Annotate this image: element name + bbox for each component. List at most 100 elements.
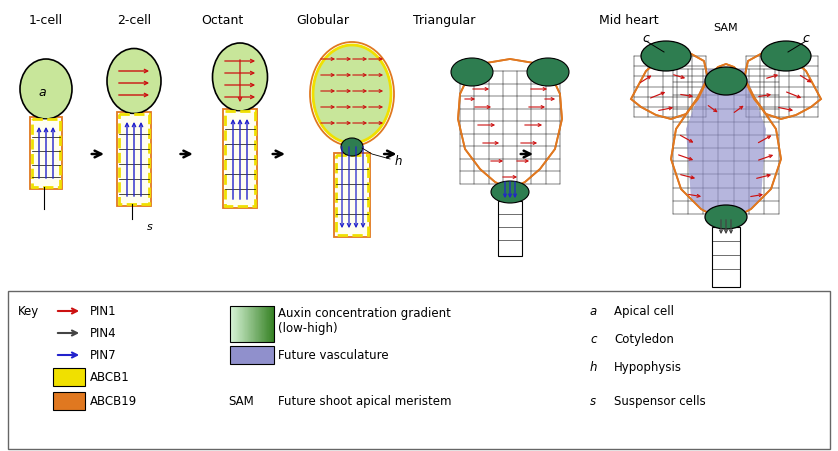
Bar (241, 306, 242, 342)
Ellipse shape (761, 42, 811, 72)
Bar (273, 306, 274, 342)
Bar (232, 306, 233, 342)
Bar (263, 306, 265, 342)
Text: Octant: Octant (201, 14, 243, 27)
Text: SAM: SAM (714, 23, 738, 33)
Bar (262, 306, 263, 342)
Ellipse shape (705, 206, 747, 230)
Text: Auxin concentration gradient: Auxin concentration gradient (278, 307, 451, 320)
Bar (257, 306, 258, 342)
Text: Key: Key (18, 305, 39, 318)
Bar (231, 306, 232, 342)
Text: a: a (39, 85, 46, 98)
Ellipse shape (527, 59, 569, 87)
Text: ABCB19: ABCB19 (90, 395, 137, 408)
Bar (231, 306, 233, 342)
Text: 2-cell: 2-cell (117, 14, 151, 27)
Text: 1-cell: 1-cell (29, 14, 63, 27)
Bar (259, 306, 260, 342)
Polygon shape (631, 52, 708, 120)
Bar (249, 306, 251, 342)
Bar (250, 306, 251, 342)
Text: ABCB1: ABCB1 (90, 371, 130, 384)
Bar (259, 306, 261, 342)
Bar (265, 306, 266, 342)
Text: c: c (803, 32, 810, 44)
Bar (223, 110, 257, 208)
Bar (712, 227, 740, 287)
Bar (252, 306, 253, 342)
Bar (230, 306, 231, 342)
Text: c: c (590, 333, 597, 346)
Text: PIN7: PIN7 (90, 349, 116, 362)
Bar (240, 306, 241, 342)
Text: h: h (394, 155, 401, 168)
Polygon shape (458, 60, 562, 188)
Text: Mid heart: Mid heart (598, 14, 659, 27)
Bar (265, 306, 266, 342)
Bar (237, 306, 238, 342)
Bar (257, 306, 259, 342)
Bar (234, 306, 235, 342)
Bar (272, 306, 273, 342)
Bar (236, 306, 237, 342)
Bar (251, 306, 252, 342)
Bar (225, 112, 255, 207)
Text: (low-high): (low-high) (278, 322, 338, 335)
Ellipse shape (213, 44, 267, 112)
Text: s: s (147, 221, 153, 231)
Bar (260, 306, 261, 342)
Bar (230, 306, 274, 342)
Text: Triangular: Triangular (413, 14, 475, 27)
Text: Future vasculature: Future vasculature (278, 349, 389, 362)
Text: a: a (590, 305, 597, 318)
Polygon shape (671, 65, 781, 217)
Bar (256, 306, 257, 342)
Bar (117, 113, 151, 207)
Bar (242, 306, 243, 342)
Text: Future shoot apical meristem: Future shoot apical meristem (278, 395, 452, 408)
Bar (119, 115, 149, 205)
Bar (255, 306, 256, 342)
Text: SAM: SAM (228, 395, 254, 408)
Ellipse shape (451, 59, 493, 87)
Bar (244, 306, 245, 342)
Bar (272, 306, 273, 342)
Bar (235, 306, 236, 342)
Bar (254, 306, 256, 342)
Bar (251, 306, 252, 342)
Bar (248, 306, 249, 342)
Bar (235, 306, 236, 342)
Bar (53, 392, 85, 410)
Bar (273, 306, 275, 342)
Text: Hypophysis: Hypophysis (614, 361, 682, 374)
Bar (264, 306, 265, 342)
Text: Apical cell: Apical cell (614, 305, 674, 318)
Bar (258, 306, 259, 342)
Bar (233, 306, 235, 342)
Text: Suspensor cells: Suspensor cells (614, 395, 706, 408)
Bar (230, 306, 231, 342)
Text: Cotyledon: Cotyledon (614, 333, 674, 346)
Bar (498, 202, 522, 257)
Bar (241, 306, 242, 342)
Bar (247, 306, 248, 342)
Ellipse shape (341, 139, 363, 156)
Ellipse shape (491, 182, 529, 203)
Bar (336, 156, 368, 235)
Bar (53, 368, 85, 386)
Bar (243, 306, 244, 342)
Bar (254, 306, 255, 342)
Ellipse shape (20, 60, 72, 120)
Polygon shape (686, 70, 766, 217)
Bar (246, 306, 247, 342)
Bar (230, 346, 274, 364)
Bar (249, 306, 250, 342)
Bar (268, 306, 270, 342)
Bar (269, 306, 270, 342)
Text: s: s (590, 395, 596, 408)
Bar (263, 306, 264, 342)
Bar (238, 306, 240, 342)
Bar (261, 306, 262, 342)
Ellipse shape (641, 42, 691, 72)
